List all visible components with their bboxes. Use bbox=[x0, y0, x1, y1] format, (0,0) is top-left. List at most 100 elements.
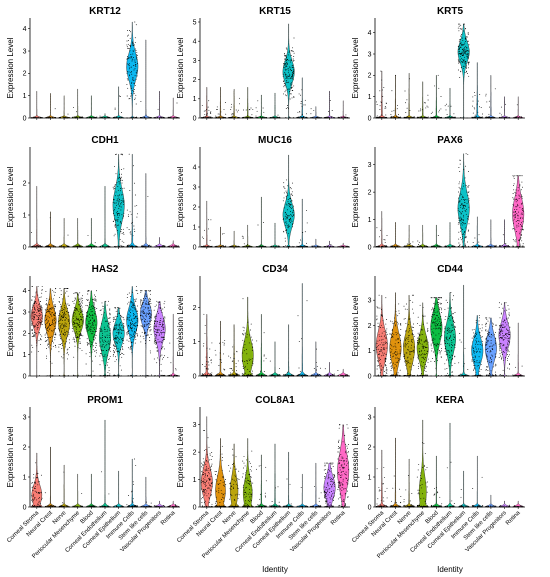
data-point bbox=[301, 105, 303, 107]
data-point bbox=[33, 312, 35, 314]
data-point bbox=[108, 323, 110, 324]
data-point bbox=[78, 320, 80, 322]
data-point bbox=[127, 303, 128, 305]
data-point bbox=[339, 117, 341, 119]
violin-neural-crest bbox=[389, 222, 402, 248]
data-point bbox=[73, 325, 75, 327]
data-point bbox=[121, 346, 123, 348]
data-point bbox=[285, 224, 287, 226]
data-point bbox=[85, 305, 87, 306]
data-point bbox=[68, 304, 70, 306]
data-point bbox=[146, 246, 148, 248]
data-point bbox=[101, 314, 103, 316]
data-point bbox=[62, 317, 63, 318]
data-point bbox=[460, 42, 462, 44]
data-point bbox=[32, 295, 34, 297]
data-point bbox=[210, 111, 212, 113]
data-point bbox=[39, 301, 41, 303]
data-point bbox=[67, 288, 69, 289]
data-point bbox=[149, 337, 151, 338]
data-point bbox=[284, 53, 286, 54]
data-point bbox=[239, 103, 240, 105]
data-point bbox=[467, 241, 469, 243]
data-point bbox=[404, 90, 406, 92]
data-point bbox=[252, 108, 254, 110]
data-point bbox=[90, 117, 92, 119]
data-point bbox=[122, 228, 124, 230]
data-point bbox=[462, 246, 464, 248]
violin-vascular-progenitors bbox=[153, 91, 166, 119]
data-point bbox=[412, 241, 414, 243]
data-point bbox=[136, 245, 138, 247]
data-point bbox=[46, 299, 48, 301]
data-point bbox=[288, 117, 290, 119]
data-point bbox=[63, 246, 64, 248]
data-point bbox=[146, 316, 148, 318]
data-point bbox=[123, 246, 125, 247]
data-point bbox=[53, 320, 55, 321]
data-point bbox=[346, 117, 348, 119]
data-point bbox=[464, 61, 466, 63]
data-point bbox=[144, 303, 146, 305]
data-point bbox=[482, 113, 483, 115]
data-point bbox=[90, 325, 92, 327]
data-point bbox=[76, 375, 78, 377]
data-point bbox=[41, 245, 43, 247]
data-point bbox=[202, 237, 204, 239]
data-point bbox=[444, 245, 446, 247]
data-point bbox=[114, 117, 116, 119]
data-point bbox=[210, 219, 212, 221]
data-point bbox=[61, 348, 63, 350]
data-point bbox=[126, 297, 128, 298]
data-point bbox=[41, 318, 43, 320]
data-point bbox=[122, 340, 124, 342]
data-point bbox=[32, 311, 34, 313]
data-point bbox=[36, 326, 38, 328]
data-point bbox=[471, 116, 473, 118]
data-point bbox=[204, 246, 206, 248]
data-point bbox=[41, 306, 43, 308]
data-point bbox=[399, 116, 401, 118]
data-point bbox=[271, 117, 273, 119]
y-tick-label: 2 bbox=[23, 180, 27, 187]
data-point bbox=[133, 246, 135, 248]
data-point bbox=[80, 299, 82, 301]
data-point bbox=[297, 116, 299, 118]
data-point bbox=[135, 315, 137, 317]
data-point bbox=[41, 289, 43, 291]
violin-vascular-progenitors bbox=[323, 240, 336, 248]
data-point bbox=[59, 330, 60, 332]
data-point bbox=[109, 321, 111, 323]
data-point bbox=[521, 175, 523, 177]
data-point bbox=[112, 317, 114, 319]
data-point bbox=[77, 318, 79, 320]
data-point bbox=[134, 41, 136, 43]
data-point bbox=[129, 44, 131, 46]
data-point bbox=[425, 116, 427, 118]
data-point bbox=[140, 300, 142, 302]
data-point bbox=[515, 201, 517, 203]
data-point bbox=[105, 117, 107, 119]
data-point bbox=[72, 317, 74, 319]
data-point bbox=[79, 301, 81, 302]
data-point bbox=[104, 335, 106, 337]
violin-blood bbox=[255, 196, 268, 248]
data-point bbox=[393, 117, 395, 119]
data-point bbox=[133, 228, 135, 230]
data-point bbox=[35, 301, 37, 302]
data-point bbox=[161, 339, 163, 341]
data-point bbox=[123, 319, 125, 321]
data-point bbox=[96, 308, 98, 309]
data-point bbox=[128, 329, 130, 331]
data-point bbox=[116, 210, 118, 212]
data-point bbox=[31, 232, 33, 234]
data-point bbox=[149, 313, 151, 315]
data-point bbox=[175, 246, 177, 248]
data-point bbox=[107, 116, 109, 118]
data-point bbox=[135, 310, 137, 312]
data-point bbox=[289, 198, 291, 199]
data-point bbox=[128, 75, 130, 77]
data-point bbox=[478, 117, 480, 119]
data-point bbox=[68, 328, 70, 330]
